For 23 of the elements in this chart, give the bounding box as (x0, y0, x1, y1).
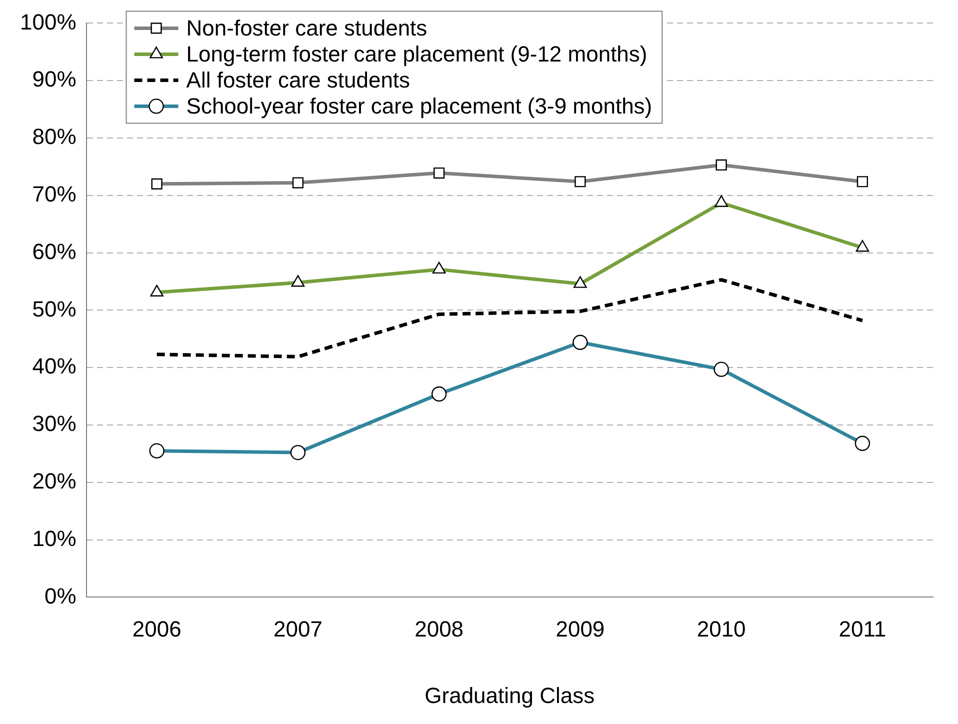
y-tick-label: 30% (32, 411, 76, 436)
y-tick-label: 90% (32, 66, 76, 92)
x-tick-label: 2007 (273, 616, 322, 642)
y-tick-label: 40% (32, 354, 76, 379)
x-axis-title: Graduating Class (424, 682, 595, 708)
y-tick-label: 80% (32, 124, 76, 150)
line-series (155, 278, 864, 358)
x-tick-label: 2008 (414, 616, 464, 642)
legend-label: Non-foster care students (186, 15, 428, 40)
x-tick-label: 2011 (838, 616, 886, 642)
y-tick-label: 60% (32, 238, 76, 264)
x-tick-label: 2010 (696, 616, 746, 642)
y-tick-label: 70% (32, 181, 76, 206)
legend-label: Long-term foster care placement (9-12 months) (186, 41, 648, 66)
x-tick-label: 2009 (556, 616, 605, 642)
x-tick-label: 2006 (132, 616, 182, 642)
y-tick-label: 50% (32, 296, 76, 322)
y-tick-label: 20% (32, 468, 76, 494)
legend-label: All foster care students (186, 67, 410, 92)
y-tick-label: 0% (44, 583, 76, 608)
y-tick-label: 10% (32, 526, 76, 551)
y-tick-label: 100% (20, 9, 76, 34)
legend-label: School-year foster care placement (3-9 months) (186, 93, 652, 118)
